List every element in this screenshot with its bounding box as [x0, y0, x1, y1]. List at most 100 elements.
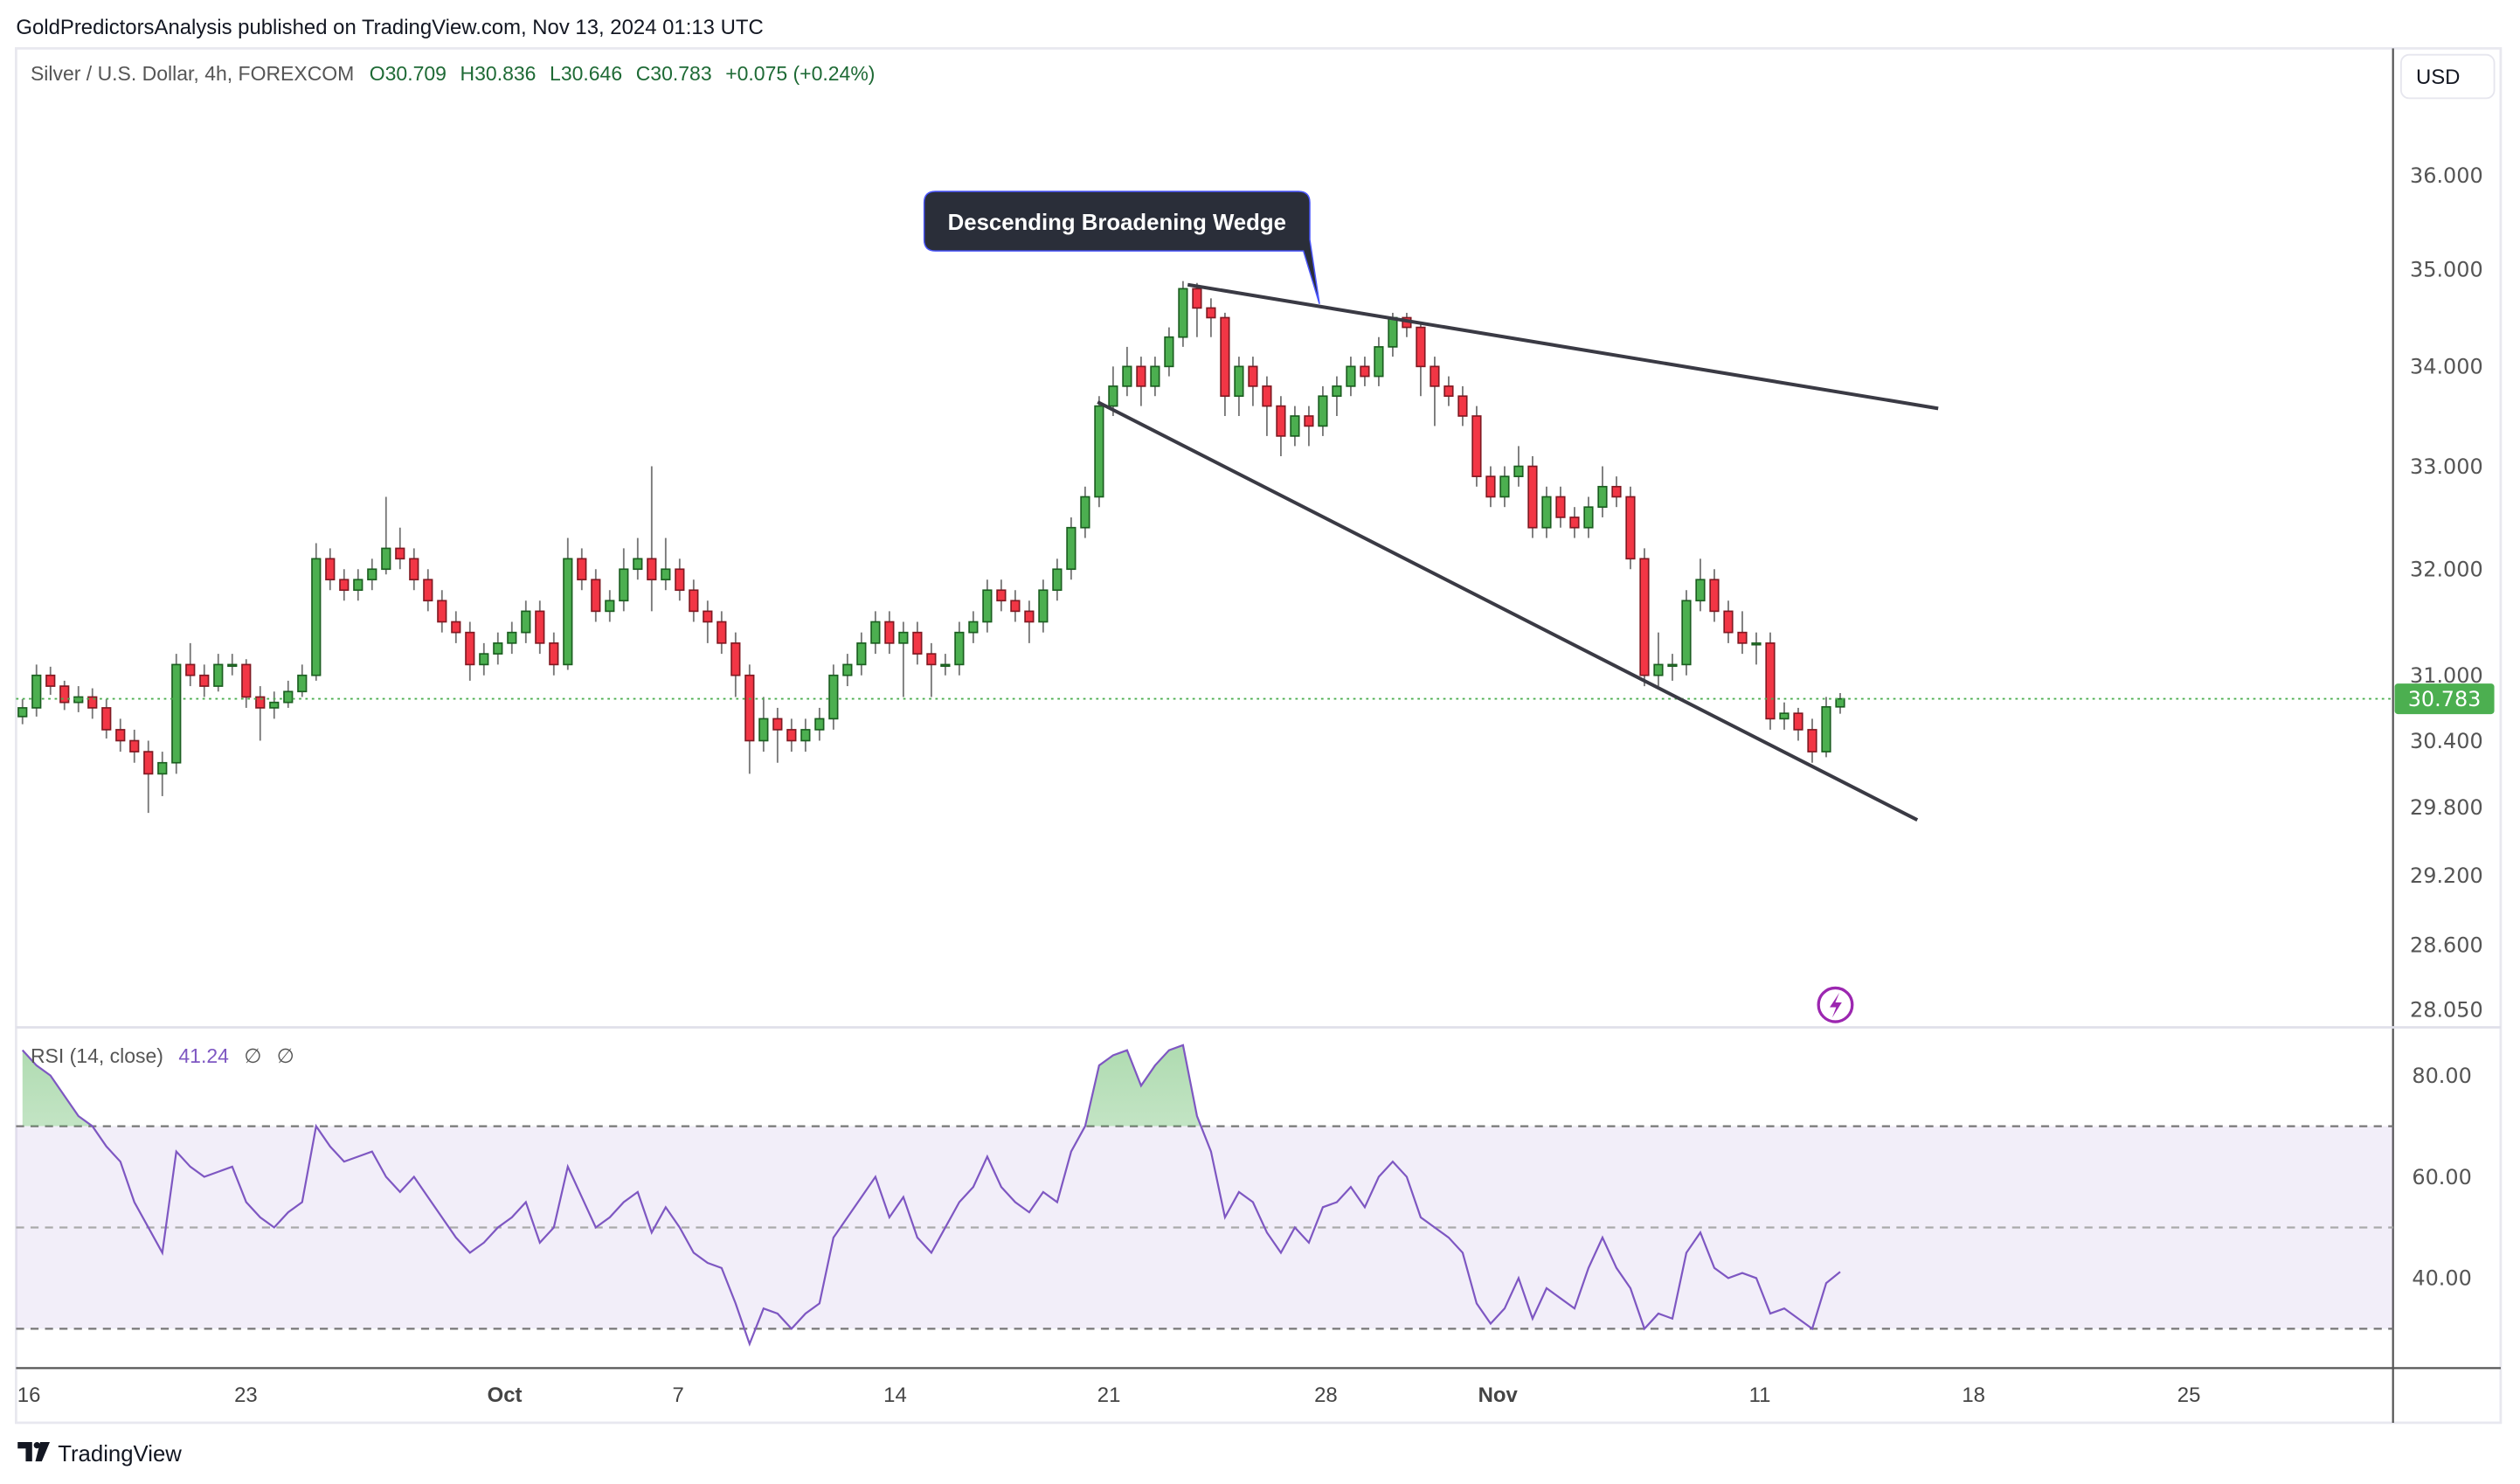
- candle-down: [129, 729, 140, 763]
- candle-body: [1038, 589, 1049, 623]
- candle-down: [1360, 357, 1370, 386]
- candle-up: [353, 569, 363, 601]
- candle-up: [1094, 396, 1104, 508]
- candle-body: [73, 696, 84, 704]
- candle-body: [227, 663, 238, 668]
- candle-body: [521, 610, 531, 634]
- lower-trendline[interactable]: [1097, 400, 1919, 822]
- candle-up: [605, 590, 615, 622]
- price-tick-label: 32.000: [2410, 558, 2483, 582]
- candle-body: [143, 751, 154, 775]
- candle-down: [1765, 632, 1776, 730]
- candle-body: [1206, 307, 1216, 319]
- candle-body: [814, 718, 825, 731]
- candle-body: [185, 663, 196, 676]
- ohlc-high: H30.836: [460, 62, 537, 85]
- time-tick-label: 21: [1097, 1383, 1121, 1407]
- time-tick-label: 28: [1314, 1383, 1338, 1407]
- candle-up: [1164, 327, 1174, 377]
- candle-up: [311, 543, 322, 681]
- candle-up: [1835, 693, 1845, 714]
- candle-down: [1010, 590, 1021, 622]
- candle-body: [367, 568, 377, 581]
- candle-body: [1178, 288, 1188, 338]
- rsi-tick-label: 80.00: [2412, 1064, 2471, 1088]
- candle-body: [647, 558, 657, 581]
- candle-down: [325, 548, 336, 591]
- time-tick-label: Nov: [1478, 1383, 1519, 1407]
- candle-up: [856, 632, 867, 676]
- candle-body: [1835, 697, 1845, 708]
- candle-body: [1052, 568, 1063, 592]
- candle-up: [842, 654, 853, 687]
- candle-body: [982, 589, 993, 623]
- last-price-tag: 30.783: [2394, 683, 2495, 715]
- candle-down: [1220, 312, 1230, 417]
- price-axis[interactable]: 36.00035.00034.00033.00032.00031.00030.4…: [2410, 163, 2483, 1023]
- symbol-name[interactable]: Silver / U.S. Dollar, 4h, FOREXCOM: [31, 62, 354, 85]
- candle-down: [1527, 455, 1538, 538]
- candle-up: [661, 537, 671, 591]
- upper-trendline[interactable]: [1187, 282, 1939, 411]
- candle-down: [451, 611, 461, 643]
- candle-body: [1513, 465, 1524, 477]
- time-axis[interactable]: 16 23 Oct 7 14 21 28 Nov 11 18 25: [17, 1383, 2201, 1407]
- candle-up: [1541, 486, 1552, 538]
- candle-up: [1066, 517, 1077, 580]
- candle-body: [423, 579, 433, 602]
- candle-body: [800, 729, 811, 742]
- candle-down: [87, 688, 98, 719]
- candle-down: [744, 664, 755, 774]
- pattern-callout[interactable]: Descending Broadening Wedge: [923, 191, 1320, 305]
- candle-down: [465, 621, 475, 681]
- candle-body: [717, 621, 727, 644]
- candle-up: [828, 664, 839, 730]
- candle-body: [870, 621, 881, 644]
- candle-up: [1150, 357, 1160, 397]
- candle-body: [1066, 526, 1077, 571]
- candle-body: [1220, 316, 1230, 398]
- candle-up: [1234, 357, 1244, 417]
- tradingview-logo-icon: [17, 1442, 51, 1462]
- candle-up: [297, 664, 308, 697]
- rsi-pane: 80.00 60.00 40.00: [16, 1044, 2472, 1347]
- candle-down: [1416, 322, 1426, 397]
- candle-body: [1639, 558, 1650, 676]
- candle-up: [968, 611, 979, 643]
- candle-body: [926, 653, 937, 666]
- candle-down: [717, 611, 727, 655]
- candle-body: [1611, 485, 1622, 498]
- rsi-name[interactable]: RSI (14, close): [31, 1044, 163, 1067]
- candle-body: [1080, 496, 1090, 529]
- candle-down: [1807, 718, 1817, 763]
- candle-body: [996, 589, 1007, 602]
- publish-info: GoldPredictorsAnalysis published on Trad…: [16, 16, 763, 39]
- candle-up: [1038, 579, 1049, 633]
- lightning-icon[interactable]: [1817, 986, 1854, 1023]
- candle-up: [800, 718, 811, 752]
- candle-body: [1416, 326, 1426, 368]
- candle-body: [339, 579, 350, 592]
- candle-up: [814, 707, 825, 741]
- candle-body: [1471, 415, 1482, 477]
- ohlc-close: C30.783: [636, 62, 712, 85]
- candle-body: [1779, 712, 1790, 720]
- candle-body: [1555, 496, 1566, 518]
- candle-down: [1457, 385, 1468, 426]
- candle-down: [339, 569, 350, 601]
- candle-down: [1471, 406, 1482, 487]
- candle-up: [1513, 446, 1524, 487]
- candle-down: [647, 466, 657, 612]
- candle-down: [1304, 406, 1314, 447]
- candle-up: [758, 697, 769, 752]
- candle-body: [619, 568, 629, 602]
- candle-body: [1583, 506, 1594, 529]
- candle-body: [213, 663, 224, 687]
- candle-body: [157, 761, 168, 775]
- rsi-tick-label: 40.00: [2412, 1266, 2471, 1291]
- currency-button[interactable]: USD: [2399, 53, 2496, 100]
- candle-down: [1485, 466, 1496, 508]
- candle-down: [689, 579, 699, 622]
- candle-down: [241, 659, 252, 708]
